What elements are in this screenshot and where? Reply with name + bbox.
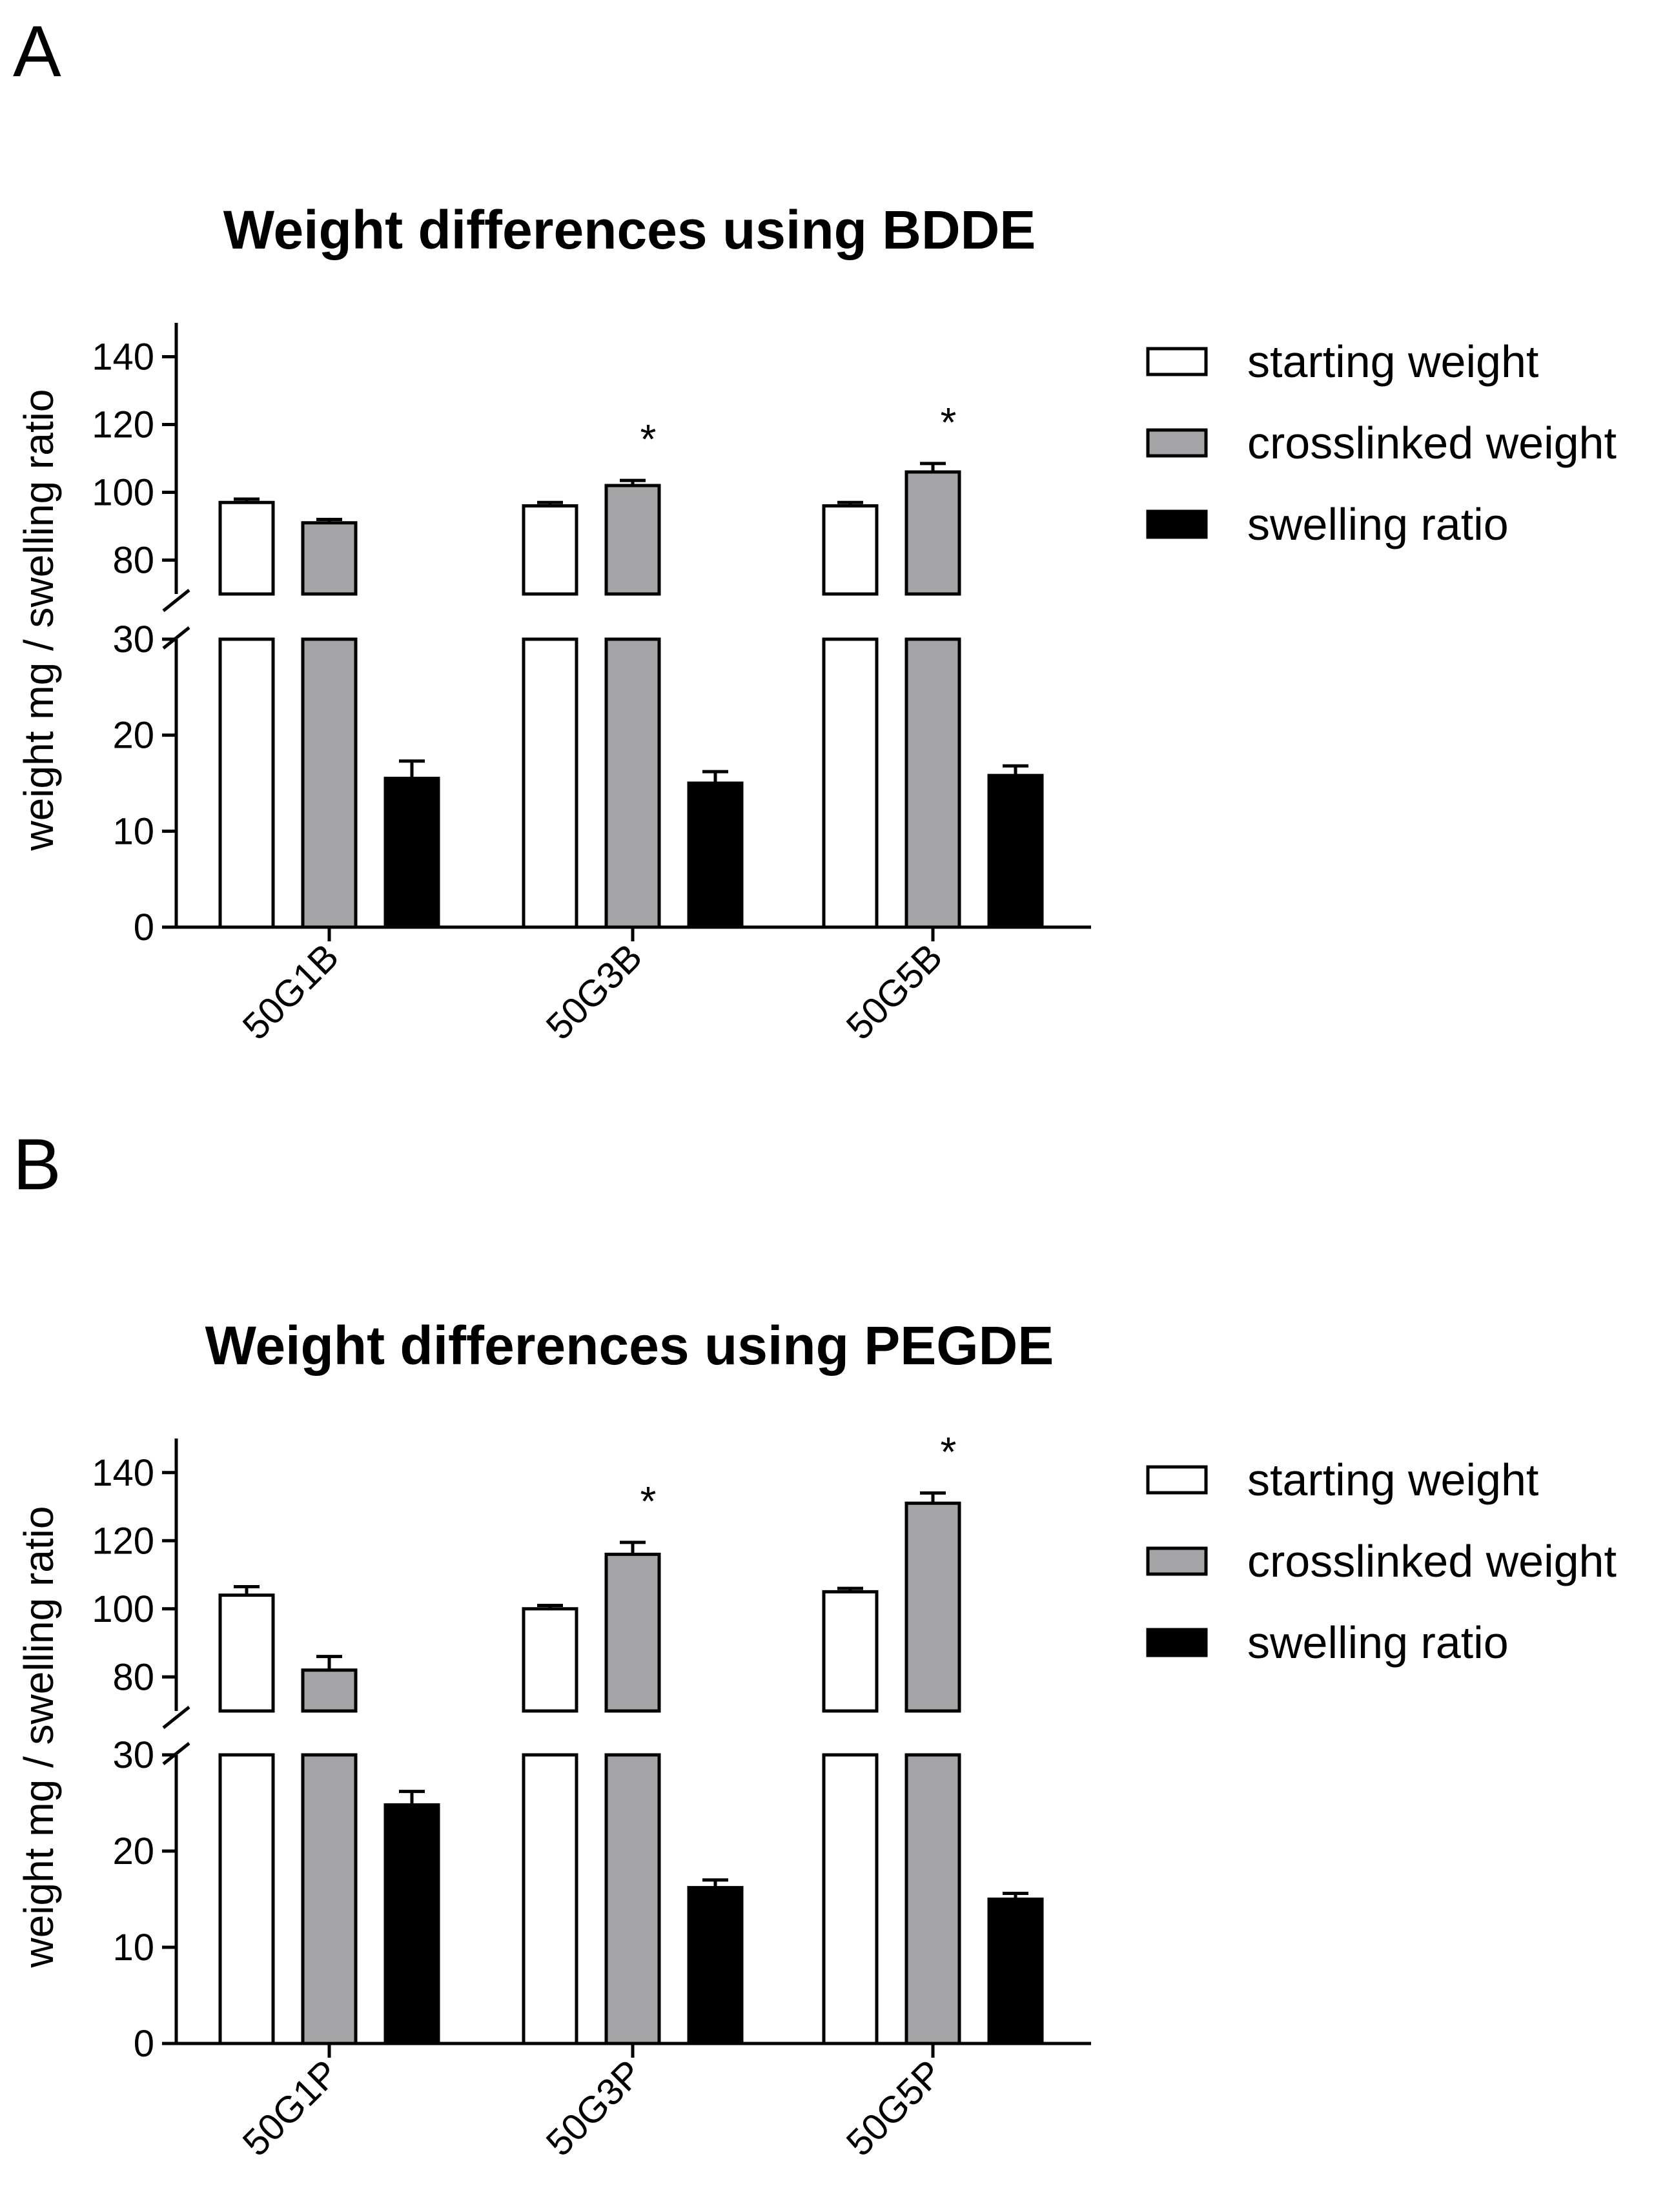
bar-50g3p-starting-weight xyxy=(522,1607,578,1713)
x-tick-label-50g5p: 50G5P xyxy=(839,2052,951,2164)
y-tick-label-lower: 0 xyxy=(134,906,154,948)
legend-swatch-starting-weight xyxy=(1146,1465,1208,1495)
chart-panel-b: Weight differences using PEGDE weight mg … xyxy=(15,1315,1617,2164)
y-tick-label-upper: 120 xyxy=(92,404,154,446)
x-tick-label-50g3p: 50G3P xyxy=(538,2052,651,2164)
bar-50g1p-swelling-ratio xyxy=(383,1803,440,2045)
bar-50g5p-crosslinked-weight xyxy=(904,1501,961,1713)
legend-swatch-swelling-ratio xyxy=(1146,1628,1208,1657)
x-tick-label-50g3b: 50G3B xyxy=(538,936,651,1048)
legend-swatch-swelling-ratio xyxy=(1146,509,1208,539)
y-tick-label-upper: 80 xyxy=(112,1656,154,1698)
bar-50g5b-starting-weight xyxy=(822,504,879,596)
y-tick-label-upper: 140 xyxy=(92,1452,154,1494)
y-tick-label-lower: 30 xyxy=(112,619,154,661)
bar-50g5p-swelling-ratio xyxy=(987,1898,1044,2045)
y-tick-label-upper: 100 xyxy=(92,472,154,514)
bar-50g3b-swelling-ratio xyxy=(687,781,744,929)
legend-label-swelling-ratio: swelling ratio xyxy=(1247,1617,1509,1668)
legend-label-starting-weight: starting weight xyxy=(1247,1455,1538,1505)
significance-asterisk: * xyxy=(941,1428,957,1475)
x-tick-label-50g1p: 50G1P xyxy=(235,2052,347,2164)
bar-50g5b-crosslinked-weight xyxy=(904,470,961,596)
bar-50g1b-starting-weight-lower xyxy=(218,637,275,929)
panel-label-b: B xyxy=(13,1124,61,1205)
y-tick-label-lower: 20 xyxy=(112,715,154,757)
y-tick-label-upper: 140 xyxy=(92,336,154,378)
bar-50g3b-starting-weight-lower xyxy=(522,637,578,929)
legend-label-swelling-ratio: swelling ratio xyxy=(1247,499,1509,549)
bar-50g5b-starting-weight-lower xyxy=(822,637,879,929)
legend-label-crosslinked-weight: crosslinked weight xyxy=(1247,418,1617,468)
bar-50g1b-crosslinked-weight-lower xyxy=(301,637,358,929)
axis-break-mark xyxy=(162,589,190,612)
legend-swatch-crosslinked-weight xyxy=(1146,428,1208,458)
bar-50g3b-starting-weight xyxy=(522,504,578,596)
significance-asterisk: * xyxy=(640,1478,657,1524)
bar-50g3p-crosslinked-weight xyxy=(604,1552,661,1713)
significance-asterisk: * xyxy=(640,416,657,462)
bar-50g5p-starting-weight xyxy=(822,1590,879,1713)
y-tick-label-lower: 20 xyxy=(112,1830,154,1872)
chart-panel-a: Weight differences using BDDE weight mg /… xyxy=(15,200,1617,1048)
bar-50g1p-crosslinked-weight xyxy=(301,1668,358,1713)
bar-50g5p-crosslinked-weight-lower xyxy=(904,1753,961,2045)
bar-50g3p-crosslinked-weight-lower xyxy=(604,1753,661,2045)
bar-50g1b-starting-weight xyxy=(218,500,275,596)
significance-asterisk: * xyxy=(941,399,957,445)
legend-label-starting-weight: starting weight xyxy=(1247,336,1538,387)
bar-50g3b-crosslinked-weight-lower xyxy=(604,637,661,929)
y-tick-label-lower: 10 xyxy=(112,1927,154,1969)
legend-swatch-crosslinked-weight xyxy=(1146,1546,1208,1576)
x-tick-label-50g1b: 50G1B xyxy=(235,936,347,1048)
y-tick-label-upper: 100 xyxy=(92,1588,154,1630)
bar-50g3b-crosslinked-weight xyxy=(604,484,661,596)
y-tick-label-lower: 30 xyxy=(112,1734,154,1776)
bar-50g5p-starting-weight-lower xyxy=(822,1753,879,2045)
axis-break-mark xyxy=(162,1706,190,1729)
bar-50g3p-swelling-ratio xyxy=(687,1886,744,2045)
y-tick-label-lower: 10 xyxy=(112,810,154,852)
y-tick-label-upper: 80 xyxy=(112,540,154,582)
legend-swatch-starting-weight xyxy=(1146,347,1208,376)
bar-50g1b-crosslinked-weight xyxy=(301,521,358,596)
legend-label-crosslinked-weight: crosslinked weight xyxy=(1247,1536,1617,1586)
panel-label-a: A xyxy=(13,11,61,92)
bar-50g1b-swelling-ratio xyxy=(383,777,440,929)
bar-50g3p-starting-weight-lower xyxy=(522,1753,578,2045)
chart-title: Weight differences using PEGDE xyxy=(205,1315,1054,1376)
bar-50g1p-starting-weight-lower xyxy=(218,1753,275,2045)
y-axis-label: weight mg / swelling ratio xyxy=(15,389,62,852)
chart-title: Weight differences using BDDE xyxy=(223,200,1036,260)
bar-50g1p-starting-weight xyxy=(218,1593,275,1713)
x-tick-label-50g5b: 50G5B xyxy=(839,936,951,1048)
y-axis-label: weight mg / swelling ratio xyxy=(15,1506,62,1969)
bar-50g1p-crosslinked-weight-lower xyxy=(301,1753,358,2045)
bar-50g5b-crosslinked-weight-lower xyxy=(904,637,961,929)
bar-50g5b-swelling-ratio xyxy=(987,773,1044,929)
y-tick-label-lower: 0 xyxy=(134,2023,154,2065)
y-tick-label-upper: 120 xyxy=(92,1520,154,1562)
